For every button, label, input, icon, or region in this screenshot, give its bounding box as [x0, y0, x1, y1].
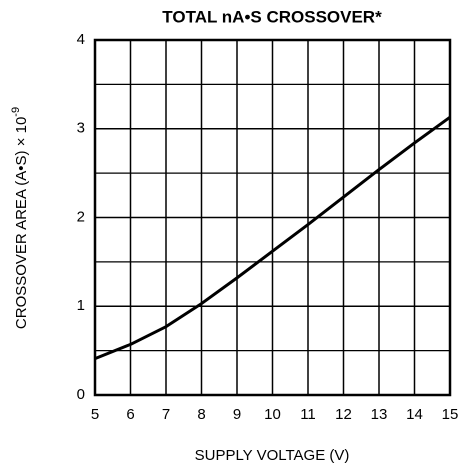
data-line — [94, 115, 451, 361]
x-tick-label: 14 — [406, 406, 423, 423]
chart-title: TOTAL nA•S CROSSOVER* — [162, 7, 382, 26]
x-tick-label: 11 — [300, 406, 316, 423]
x-tick-label: 15 — [442, 406, 459, 423]
y-tick-label: 3 — [77, 120, 85, 137]
y-axis-label-exponent: -9 — [10, 107, 22, 117]
plot-frame — [93, 38, 452, 397]
y-axis-label-text: CROSSOVER AREA (A•S) × 10 — [13, 117, 30, 329]
y-tick-label: 4 — [77, 31, 85, 48]
y-tick-label: 0 — [77, 386, 85, 403]
x-tick-label: 7 — [162, 406, 170, 423]
y-axis-label: CROSSOVER AREA (A•S) × 10-9 — [10, 107, 30, 329]
y-tick-label: 2 — [77, 208, 85, 225]
x-axis-label: SUPPLY VOLTAGE (V) — [195, 447, 350, 464]
x-tick-label: 13 — [371, 406, 388, 423]
y-tick-label: 1 — [77, 297, 85, 314]
x-tick-label: 9 — [233, 406, 241, 423]
x-tick-label: 6 — [126, 406, 134, 423]
x-tick-label: 10 — [264, 406, 281, 423]
x-tick-label: 8 — [197, 406, 205, 423]
x-tick-label: 12 — [335, 406, 352, 423]
x-tick-label: 5 — [91, 406, 99, 423]
